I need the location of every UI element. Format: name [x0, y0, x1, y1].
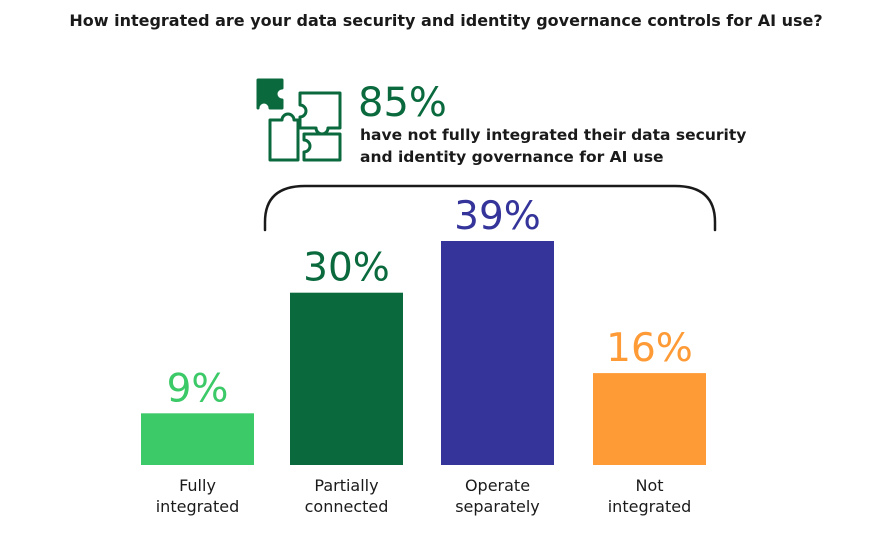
- category-label-0-line-0: Fully: [179, 476, 216, 495]
- bar-1: [290, 292, 403, 465]
- bar-2: [441, 241, 554, 465]
- bar-0: [141, 413, 254, 465]
- bracket: [263, 184, 717, 232]
- bar-value-label-0: 9%: [167, 366, 229, 411]
- callout-line-1: have not fully integrated their data sec…: [360, 126, 746, 144]
- puzzle-icon: [256, 78, 342, 162]
- bar-value-label-2: 39%: [454, 194, 541, 239]
- bars: 9% Fully integrated 30% Partially connected 39…: [141, 194, 706, 516]
- category-label-2-line-0: Operate: [465, 476, 530, 495]
- category-label-1-line-1: connected: [305, 497, 389, 516]
- bar-value-label-3: 16%: [606, 326, 693, 371]
- bar-3: [593, 373, 706, 465]
- category-label-3-line-0: Not: [635, 476, 663, 495]
- chart-title: How integrated are your data security an…: [69, 11, 822, 30]
- callout-value: 85%: [358, 80, 447, 126]
- bar-value-label-1: 30%: [303, 246, 390, 291]
- category-label-3-line-1: integrated: [608, 497, 692, 516]
- category-label-1-line-0: Partially: [314, 476, 378, 495]
- category-label-2-line-1: separately: [455, 497, 540, 516]
- callout-line-2: and identity governance for AI use: [360, 148, 664, 166]
- category-label-0-line-1: integrated: [156, 497, 240, 516]
